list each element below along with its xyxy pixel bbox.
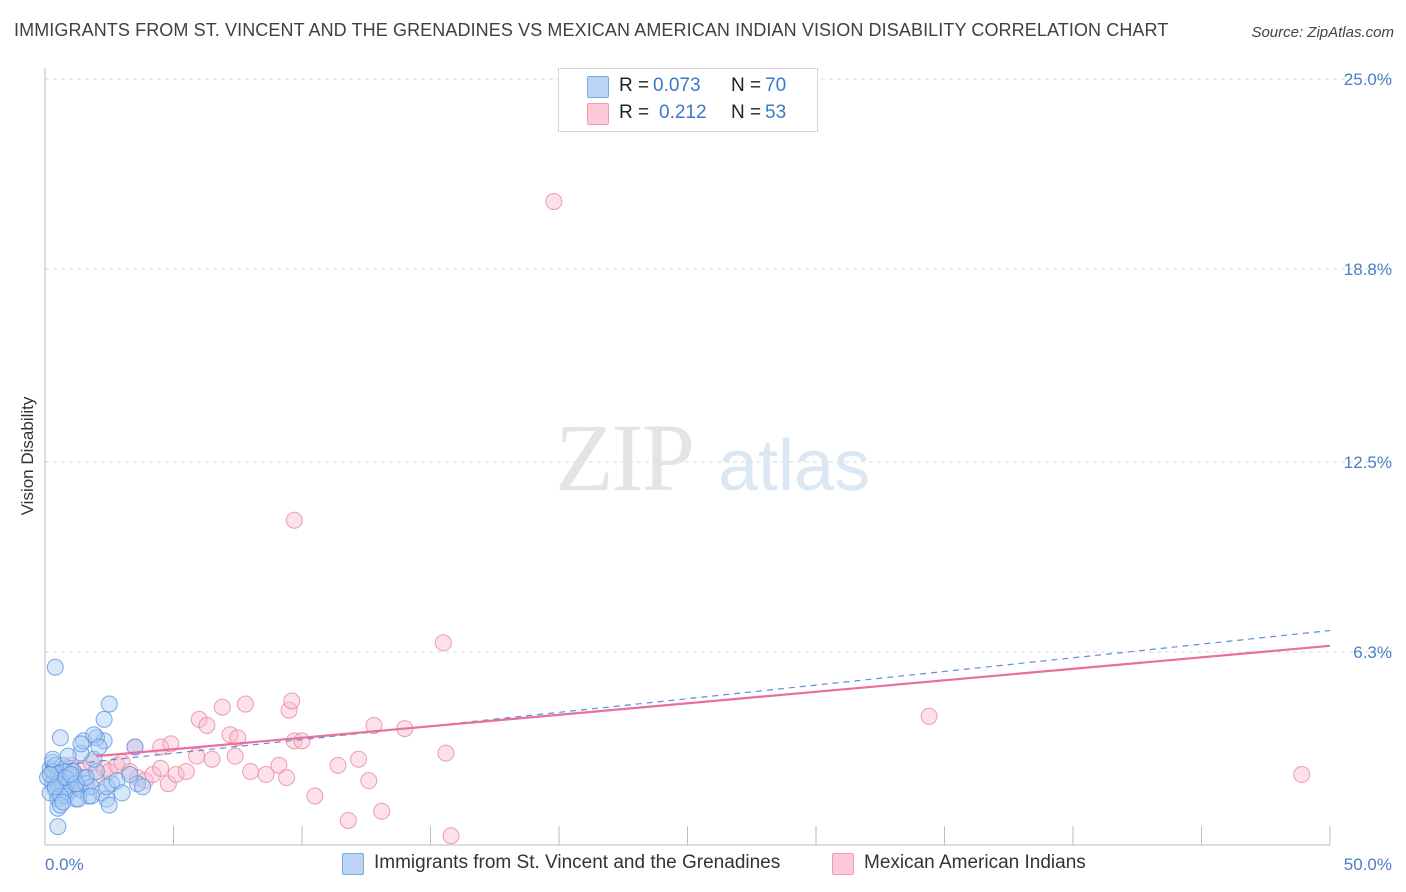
blue-n-value: 70	[765, 75, 787, 96]
blue-data-point	[90, 738, 108, 756]
blue-data-point	[95, 710, 113, 728]
y-tick-label: 12.5%	[1344, 453, 1392, 472]
legend-pink-swatch	[832, 853, 854, 875]
pink-data-point	[242, 762, 260, 780]
pink-data-point	[278, 769, 296, 787]
blue-data-point	[62, 766, 80, 784]
pink-data-point	[920, 707, 938, 725]
pink-data-point	[167, 766, 185, 784]
pink-data-point	[442, 827, 460, 845]
blue-data-point	[57, 769, 75, 787]
blue-trend-line	[44, 629, 1331, 768]
pink-n-value: 53	[765, 102, 787, 123]
pink-data-point	[177, 762, 195, 780]
blue-swatch	[587, 76, 609, 98]
x-tick-label: 50.0%	[1344, 855, 1392, 874]
pink-data-point	[257, 766, 275, 784]
pink-swatch	[587, 103, 609, 125]
series-st-vincent-immigrants	[39, 658, 152, 836]
grid-lines	[45, 78, 1392, 653]
pink-data-point	[339, 811, 357, 829]
blue-data-point	[100, 695, 118, 713]
pink-data-point	[270, 756, 288, 774]
blue-data-point	[51, 729, 69, 747]
blue-data-point	[75, 732, 93, 750]
chart-title: IMMIGRANTS FROM ST. VINCENT AND THE GREN…	[14, 20, 1169, 40]
pink-data-point	[365, 717, 383, 735]
blue-data-point	[59, 747, 77, 765]
y-tick-label: 18.8%	[1344, 260, 1392, 279]
source-credit: Source: ZipAtlas.com	[1251, 24, 1394, 41]
pink-data-point	[434, 634, 452, 652]
pink-data-point	[152, 759, 170, 777]
legend-pink-label: Mexican American Indians	[864, 852, 1086, 873]
pink-data-point	[360, 772, 378, 790]
legend-blue-swatch	[342, 853, 364, 875]
blue-data-point	[41, 766, 59, 784]
blue-data-point	[100, 796, 118, 814]
blue-r-value: 0.073	[653, 75, 701, 96]
legend-blue-label: Immigrants from St. Vincent and the Gren…	[374, 852, 781, 873]
pink-data-point	[293, 732, 311, 750]
blue-data-point	[121, 766, 139, 784]
y-tick-label: 25.0%	[1344, 70, 1392, 89]
pink-data-point	[236, 695, 254, 713]
pink-data-point	[283, 692, 301, 710]
blue-data-point	[54, 793, 72, 811]
x-tick-label: 0.0%	[45, 855, 84, 874]
pink-n-label: N =	[731, 102, 762, 123]
trend-lines	[44, 629, 1331, 768]
pink-data-point	[198, 717, 216, 735]
stats-legend: R = 0.073 N = 70 R = 0.212 N = 53	[558, 68, 818, 132]
watermark: ZIP atlas	[555, 404, 870, 511]
pink-data-point	[213, 698, 231, 716]
pink-data-point	[373, 802, 391, 820]
pink-trend-line	[96, 644, 1331, 758]
blue-data-point	[49, 818, 67, 836]
pink-data-point	[226, 747, 244, 765]
tick-labels: 6.3% 12.5% 18.8% 25.0% 0.0% 50.0%	[45, 70, 1392, 874]
blue-data-point	[98, 778, 116, 796]
pink-data-point	[203, 750, 221, 768]
blue-data-point	[82, 787, 100, 805]
pink-data-point	[1293, 766, 1311, 784]
blue-data-point	[51, 796, 69, 814]
watermark-zip: ZIP	[555, 404, 693, 511]
pink-data-point	[285, 511, 303, 529]
pink-data-point	[329, 756, 347, 774]
blue-data-point	[77, 769, 95, 787]
y-tick-label: 6.3%	[1353, 643, 1392, 662]
blue-data-point	[46, 658, 64, 676]
pink-data-point	[545, 193, 563, 211]
pink-data-point	[162, 735, 180, 753]
pink-data-point	[437, 744, 455, 762]
blue-data-point	[113, 784, 131, 802]
blue-data-point	[126, 738, 144, 756]
pink-data-point	[350, 750, 368, 768]
blue-n-label: N =	[731, 75, 762, 96]
pink-data-point	[306, 787, 324, 805]
blue-data-point	[67, 775, 85, 793]
pink-r-value: 0.212	[659, 102, 707, 123]
blue-data-point	[44, 750, 62, 768]
axes	[44, 68, 1331, 846]
blue-r-label: R =	[619, 75, 650, 96]
watermark-atlas: atlas	[718, 426, 870, 506]
blue-data-point	[134, 778, 152, 796]
pink-r-label: R =	[619, 102, 650, 123]
pink-data-point	[229, 729, 247, 747]
blue-data-point	[72, 735, 90, 753]
